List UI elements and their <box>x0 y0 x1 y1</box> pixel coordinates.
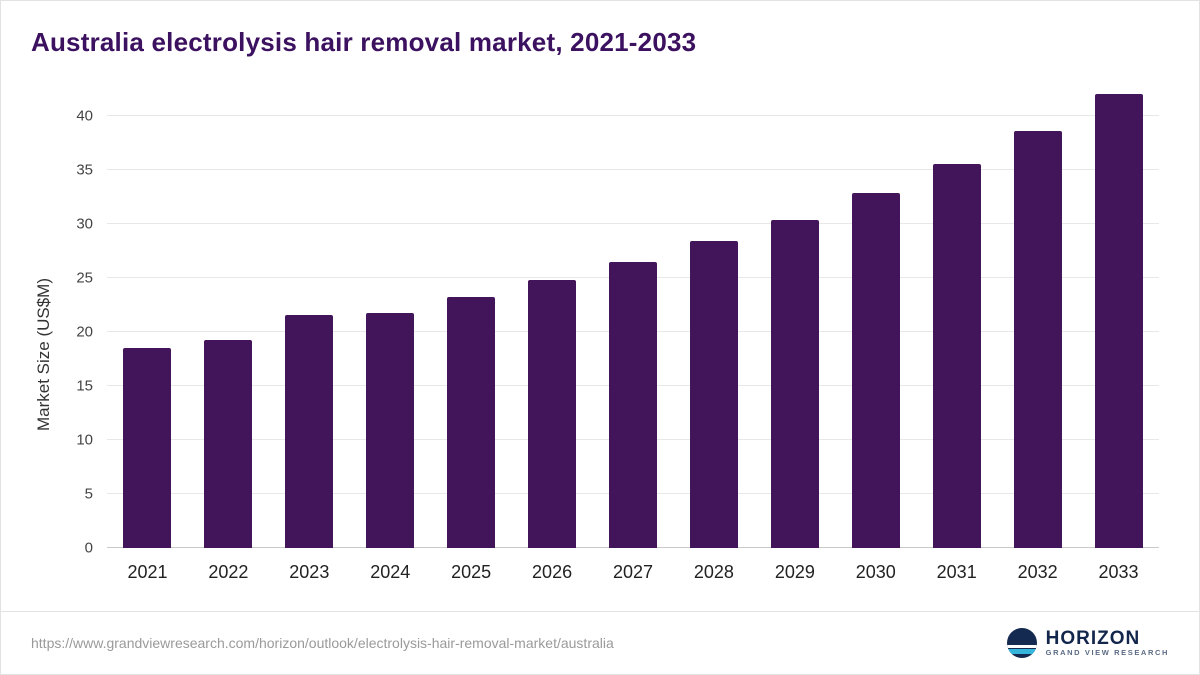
x-tick-label: 2027 <box>612 562 654 582</box>
y-tick-label: 30 <box>76 215 93 233</box>
bar-slot-2025 <box>431 116 512 548</box>
y-tick-label: 20 <box>76 323 93 341</box>
y-tick-label: 0 <box>84 539 93 557</box>
bar-2032 <box>1013 131 1062 548</box>
logo-subtitle: GRAND VIEW RESEARCH <box>1045 648 1169 658</box>
bar-2027 <box>608 261 657 548</box>
bar-slot-2031 <box>916 116 997 548</box>
horizon-logo: HORIZON GRAND VIEW RESEARCH <box>1006 627 1169 658</box>
x-tick-label: 2021 <box>127 562 168 582</box>
gridline <box>107 223 1159 224</box>
bar-2025 <box>447 297 496 548</box>
horizon-logo-icon <box>1006 628 1037 658</box>
bar-2028 <box>689 241 738 548</box>
bar-2031 <box>932 163 981 548</box>
gridline <box>107 169 1159 170</box>
bar-slot-2021 <box>107 116 188 548</box>
bar-slot-2022 <box>188 116 269 548</box>
bar-slot-2032 <box>997 116 1078 548</box>
logo-title: HORIZON <box>1045 627 1141 649</box>
bar-2029 <box>770 219 819 548</box>
x-tick-label: 2030 <box>855 562 896 582</box>
y-tick-label: 35 <box>76 161 93 179</box>
bar-2033 <box>1094 94 1143 548</box>
bar-slot-2030 <box>835 116 916 548</box>
x-tick-label: 2029 <box>774 562 815 582</box>
y-tick-label: 15 <box>76 377 93 395</box>
bar-slot-2029 <box>754 116 835 548</box>
bar-slot-2033 <box>1078 94 1159 548</box>
bar-series <box>107 94 1159 548</box>
bar-slot-2027 <box>593 116 674 548</box>
bar-2030 <box>851 192 900 548</box>
x-tick-label: 2023 <box>289 562 330 582</box>
chart-title: Australia electrolysis hair removal mark… <box>31 27 697 57</box>
x-tick-label: 2028 <box>693 562 734 582</box>
x-tick-label: 2022 <box>208 562 249 582</box>
y-tick-label: 40 <box>76 107 93 125</box>
bar-2023 <box>285 314 334 548</box>
bar-slot-2028 <box>673 116 754 548</box>
x-tick-label: 2025 <box>451 562 492 582</box>
y-tick-label: 5 <box>84 485 93 503</box>
bar-2026 <box>528 280 577 548</box>
footer: https://www.grandviewresearch.com/horizo… <box>1 611 1199 674</box>
bar-2021 <box>123 348 172 548</box>
x-axis-labels: 2021 2022 2023 2024 2025 2026 2027 2028 2029 2030… <box>107 548 1159 583</box>
x-tick-label: 2031 <box>936 562 977 582</box>
x-tick-label: 2032 <box>1017 562 1058 582</box>
bar-slot-2023 <box>269 116 350 548</box>
x-tick-label: 2026 <box>532 562 573 582</box>
x-tick-label: 2033 <box>1098 562 1139 582</box>
y-tick-label: 25 <box>76 269 93 287</box>
bar-slot-2024 <box>350 116 431 548</box>
bar-2022 <box>204 339 253 548</box>
plot-area: 0 5 10 15 20 25 30 35 40 <box>76 94 1159 556</box>
chart-area: Market Size (US$M) 0 5 10 15 20 25 30 35 40 2021… <box>1 58 1199 611</box>
gridline <box>107 115 1159 116</box>
source-url: https://www.grandviewresearch.com/horizo… <box>31 635 614 651</box>
y-tick-label: 10 <box>76 431 93 449</box>
y-axis-title: Market Size (US$M) <box>34 277 53 432</box>
x-tick-label: 2024 <box>370 562 411 582</box>
bar-slot-2026 <box>512 116 593 548</box>
bar-2024 <box>366 312 415 548</box>
